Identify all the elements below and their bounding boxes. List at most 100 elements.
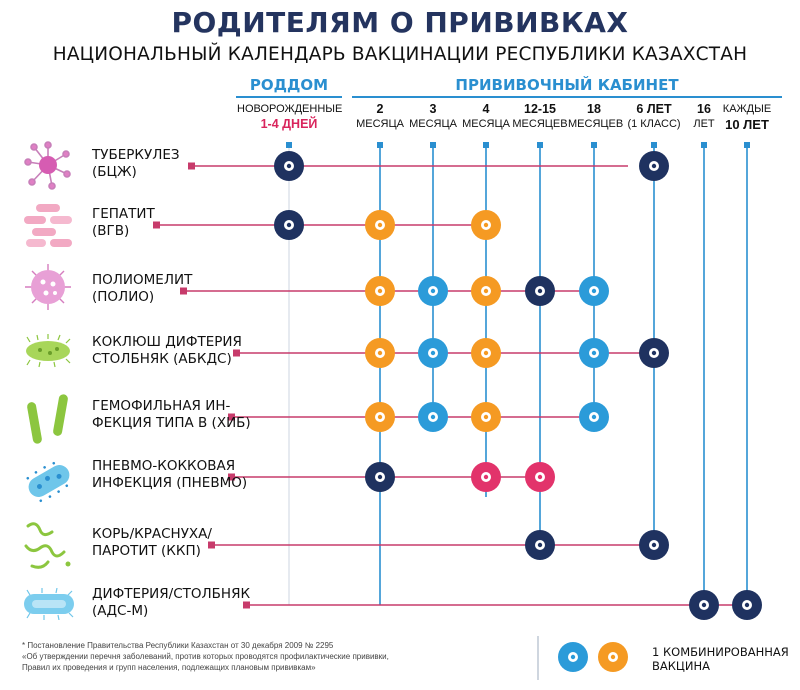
dose-dot-core [377, 288, 383, 294]
disease-label-line1: ДИФТЕРИЯ/СТОЛБНЯК [92, 586, 251, 602]
dose-dot-core [377, 474, 383, 480]
column-header-sublabel: ЛЕТ [693, 118, 715, 130]
disease-label-line1: ПОЛИОМЕЛИТ [92, 272, 193, 288]
pertussis-icon [26, 334, 71, 368]
column-header-label: 12-15 [524, 102, 556, 116]
dose-dot-core [744, 602, 750, 608]
page-subtitle: НАЦИОНАЛЬНЫЙ КАЛЕНДАРЬ ВАКЦИНАЦИИ РЕСПУБ… [52, 44, 748, 65]
disease-label-line1: КОКЛЮШ ДИФТЕРИЯ [92, 334, 242, 350]
column-header-label: 3 [429, 102, 437, 116]
dose-dot-core [286, 222, 292, 228]
row-connector-start [208, 541, 215, 549]
column-marker [744, 142, 750, 148]
disease-label-line2: (БЦЖ) [92, 164, 137, 180]
column-header-m18: 18 МЕСЯЦЕВ [568, 102, 623, 132]
disease-label: ДИФТЕРИЯ/СТОЛБНЯК (АДС-М) [92, 586, 250, 620]
disease-label-line1: ТУБЕРКУЛЕЗ [92, 147, 180, 163]
column-header-m3: 3 МЕСЯЦА [408, 102, 458, 132]
legend-divider [537, 636, 539, 680]
dose-dot-core [483, 350, 489, 356]
row-connector-start [233, 349, 240, 357]
column-header-label: НОВОРОЖДЕННЫЕ [237, 103, 343, 115]
dose-dot-core [591, 350, 597, 356]
column-header-label: 18 [587, 102, 601, 116]
column-marker [701, 142, 707, 148]
row-connector-start [228, 473, 235, 481]
column-marker [377, 142, 383, 148]
row-connector-start [153, 221, 160, 229]
dose-dot-core [430, 414, 436, 420]
dose-dot-core [377, 222, 383, 228]
disease-label-line2: ФЕКЦИЯ ТИПА В (ХИБ) [92, 415, 251, 431]
column-marker [537, 142, 543, 148]
dose-dot-core [651, 163, 657, 169]
dose-dot-core [377, 350, 383, 356]
disease-label: ТУБЕРКУЛЕЗ (БЦЖ) [92, 147, 180, 181]
dose-dot-core [483, 474, 489, 480]
page-title: РОДИТЕЛЯМ О ПРИВИВКАХ [171, 6, 629, 39]
disease-label-line2: ПАРОТИТ (ККП) [92, 543, 201, 559]
column-header-sublabel: 10 ЛЕТ [725, 117, 769, 132]
column-header-sublabel: (1 КЛАСС) [627, 118, 681, 130]
section-maternity-rule [236, 96, 342, 98]
footnote-line-3: Правил их проведения и групп населения, … [22, 663, 316, 672]
column-header-label: 6 ЛЕТ [636, 102, 672, 116]
section-maternity-label: РОДДОМ [249, 76, 329, 94]
footnote-line-1: * Постановление Правительства Республики… [22, 641, 334, 650]
column-header-m12: 12-15 МЕСЯЦЕВ [512, 102, 568, 132]
dose-dot-core [591, 414, 597, 420]
dose-dot-core [701, 602, 707, 608]
dose-dot-core [651, 350, 657, 356]
row-connector-start [188, 162, 195, 170]
dose-dot-core [430, 288, 436, 294]
disease-label: ГЕПАТИТ (ВГВ) [92, 206, 155, 240]
dose-dot-core [591, 288, 597, 294]
column-header-sublabel: МЕСЯЦА [409, 118, 457, 130]
column-marker [483, 142, 489, 148]
column-header-sublabel: МЕСЯЦА [356, 118, 404, 130]
measles-icon [24, 522, 71, 569]
disease-label: ПОЛИОМЕЛИТ (ПОЛИО) [92, 272, 192, 306]
dose-dot-core [483, 222, 489, 228]
column-header-sublabel: МЕСЯЦЕВ [512, 118, 568, 130]
poliomyelitis-icon [25, 264, 71, 310]
pneumococcus-icon [26, 461, 70, 503]
column-marker [591, 142, 597, 148]
dose-dot-core [537, 474, 543, 480]
row-connector-start [243, 601, 250, 609]
column-header-label: КАЖДЫЕ [722, 103, 772, 115]
disease-label-line2: (ВГВ) [92, 223, 130, 239]
column-header-newborn: НОВОРОЖДЕННЫЕ 1-4 ДНЕЙ [237, 102, 343, 132]
dose-dot-core [537, 288, 543, 294]
dose-dot-core [651, 542, 657, 548]
section-clinic-rule [352, 96, 782, 98]
haemophilus-icon [27, 394, 68, 444]
disease-label-line1: КОРЬ/КРАСНУХА/ [92, 526, 212, 542]
column-header-y10: КАЖДЫЕ 10 ЛЕТ [720, 102, 774, 132]
tuberculosis-icon [24, 141, 71, 190]
column-header-y16: 16 ЛЕТ [684, 102, 724, 132]
legend-line-1: 1 КОМБИНИРОВАННАЯ [652, 645, 789, 659]
column-header-m4: 4 МЕСЯЦА [461, 102, 511, 132]
disease-label-line2: (АДС-М) [92, 603, 149, 619]
disease-label: ПНЕВМО-КОККОВАЯ ИНФЕКЦИЯ (ПНЕВМО) [92, 458, 247, 492]
disease-label-line2: (ПОЛИО) [92, 289, 155, 305]
row-connector-start [180, 287, 187, 295]
disease-label: ГЕМОФИЛЬНАЯ ИН- ФЕКЦИЯ ТИПА В (ХИБ) [92, 398, 251, 432]
dose-dot-core [537, 542, 543, 548]
column-marker [286, 142, 292, 148]
column-header-m2: 2 МЕСЯЦА [355, 102, 405, 132]
column-header-label: 16 [697, 102, 711, 116]
column-header-label: 4 [482, 102, 490, 116]
column-header-sublabel: МЕСЯЦА [462, 118, 510, 130]
disease-label-line1: ПНЕВМО-КОККОВАЯ [92, 458, 236, 474]
hepatitis-icon [24, 204, 72, 247]
dose-dot-core [377, 414, 383, 420]
dose-dot-core [430, 350, 436, 356]
column-header-sublabel: 1-4 ДНЕЙ [260, 117, 318, 131]
section-clinic-label: ПРИВИВОЧНЫЙ КАБИНЕТ [455, 76, 679, 94]
column-marker [651, 142, 657, 148]
legend-marks [558, 642, 628, 672]
legend-text: 1 КОМБИНИРОВАННАЯ ВАКЦИНА [652, 645, 789, 673]
